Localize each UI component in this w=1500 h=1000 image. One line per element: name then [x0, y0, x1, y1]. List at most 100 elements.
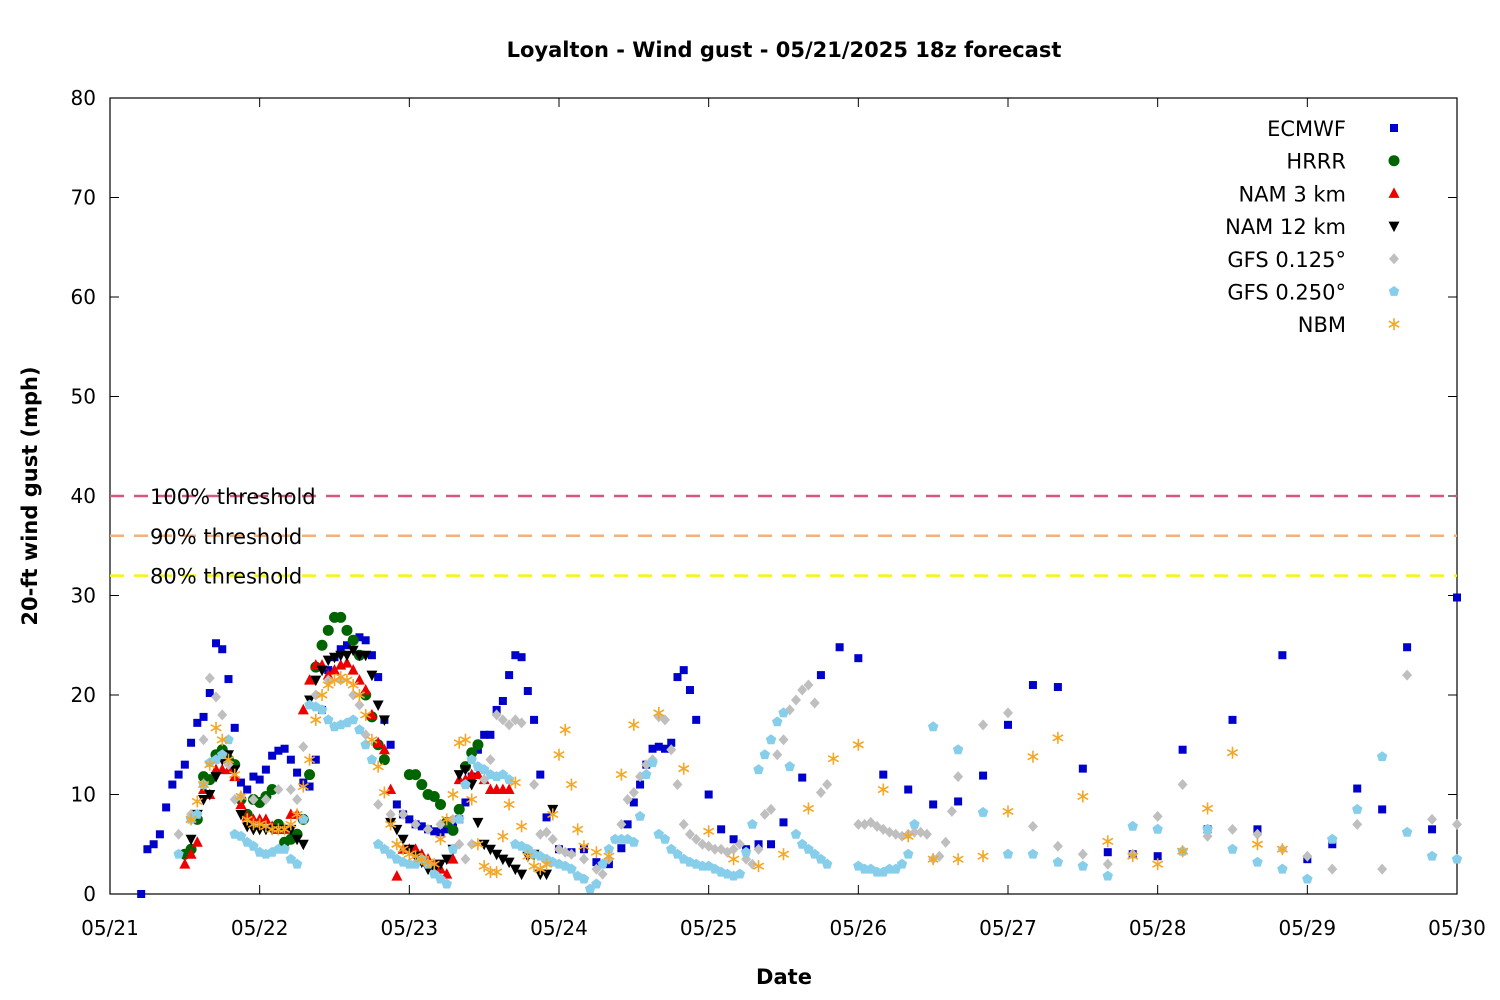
point-hrrr [316, 639, 328, 651]
point-nbm [403, 848, 415, 861]
point-gfs-0-125 [1252, 828, 1263, 840]
point-gfs-0-250 [385, 848, 396, 859]
point-gfs-0-250 [784, 761, 795, 772]
point-gfs-0-250 [821, 858, 833, 869]
point-gfs-0-125 [1003, 707, 1013, 719]
point-gfs-0-250 [348, 714, 359, 725]
point-nam-12-km [453, 770, 465, 781]
point-gfs-0-250 [647, 757, 658, 768]
y-tick-label: 30 [71, 584, 96, 608]
point-nam-3-km [235, 798, 247, 809]
x-tick-label: 05/29 [1279, 916, 1337, 940]
x-axis-label: Date [756, 965, 812, 989]
point-ecmwf [187, 738, 196, 747]
point-hrrr [335, 611, 347, 623]
point-gfs-0-125 [1027, 820, 1038, 832]
point-nam-3-km [447, 853, 459, 864]
point-gfs-0-125 [491, 709, 502, 721]
point-nbm [952, 853, 964, 866]
point-gfs-0-125 [354, 699, 365, 711]
point-gfs-0-250 [1376, 751, 1388, 762]
point-gfs-0-125 [616, 818, 627, 830]
point-nam-12-km [241, 821, 253, 833]
point-gfs-0-250 [460, 779, 471, 789]
point-gfs-0-125 [666, 744, 677, 756]
point-gfs-0-125 [566, 848, 577, 860]
point-nbm [1002, 805, 1014, 818]
point-gfs-0-250 [478, 764, 490, 775]
point-nbm [703, 825, 715, 838]
point-gfs-0-250 [734, 868, 746, 879]
point-nam-12-km [366, 670, 378, 682]
y-tick-label: 20 [71, 683, 96, 707]
point-gfs-0-125 [1152, 810, 1163, 822]
point-ecmwf [685, 686, 694, 695]
point-nbm [422, 856, 434, 869]
point-ecmwf [517, 653, 526, 662]
point-ecmwf [1053, 683, 1062, 692]
point-ecmwf [137, 890, 146, 898]
legend-label-nam-12-km: NAM 12 km [1225, 215, 1346, 239]
point-ecmwf [629, 798, 638, 807]
point-gfs-0-125 [578, 853, 589, 865]
point-ecmwf [1353, 784, 1362, 793]
point-nam-12-km [391, 824, 403, 836]
point-nbm [191, 795, 203, 808]
point-ecmwf [1378, 805, 1387, 814]
x-axis-ticks: 05/21 05/22 05/23 05/24 05/25 05/26 05/27 05/28… [81, 98, 1486, 940]
y-tick-label: 70 [71, 186, 96, 210]
point-ecmwf [199, 712, 208, 721]
point-gfs-0-250 [815, 853, 827, 864]
point-gfs-0-125 [292, 793, 303, 805]
point-nbm [678, 762, 690, 775]
point-ecmwf [929, 800, 938, 809]
point-gfs-0-125 [1427, 813, 1438, 825]
point-gfs-0-125 [660, 714, 671, 726]
point-ecmwf [255, 775, 264, 784]
point-gfs-0-125 [248, 793, 259, 805]
point-gfs-0-125 [410, 818, 421, 830]
point-nam-12-km [372, 700, 384, 711]
y-axis-ticks: 0 10 20 30 40 50 60 70 80 [71, 86, 1457, 906]
point-gfs-0-250 [641, 769, 652, 779]
point-gfs-0-250 [772, 716, 783, 727]
point-nbm [1276, 843, 1288, 856]
point-ecmwf [436, 828, 445, 837]
point-nbm [397, 843, 409, 856]
point-nbm [216, 733, 228, 746]
point-nbm [572, 823, 584, 836]
point-gfs-0-125 [909, 826, 920, 838]
point-ecmwf [392, 800, 401, 809]
point-nbm [509, 776, 521, 789]
point-gfs-0-125 [1377, 863, 1388, 875]
point-nbm [229, 768, 241, 781]
point-ecmwf [654, 742, 663, 751]
point-gfs-0-250 [1352, 803, 1363, 814]
point-nbm [391, 838, 403, 851]
point-nam-12-km [322, 655, 334, 667]
threshold-lines: 100% threshold 90% threshold 80% threshold [110, 485, 1457, 589]
point-gfs-0-125 [684, 828, 695, 840]
point-nam-12-km [204, 790, 216, 801]
point-ecmwf [174, 770, 183, 779]
point-nbm [1052, 731, 1064, 744]
y-tick-label: 50 [71, 385, 96, 409]
series-nbm [185, 671, 1288, 879]
legend-marker-nbm [1388, 318, 1400, 331]
point-nbm [802, 802, 815, 815]
point-gfs-0-250 [379, 843, 390, 854]
point-gfs-0-250 [809, 848, 820, 859]
x-tick-label: 05/28 [1129, 916, 1187, 940]
point-gfs-0-250 [603, 843, 615, 854]
point-gfs-0-250 [447, 843, 459, 854]
point-nbm [1251, 838, 1264, 851]
point-gfs-0-125 [260, 793, 271, 805]
point-nam-3-km [378, 743, 390, 755]
point-ecmwf [1178, 745, 1187, 754]
point-nbm [553, 748, 565, 761]
point-gfs-0-125 [385, 808, 396, 820]
point-hrrr [266, 784, 278, 796]
point-gfs-0-250 [659, 833, 671, 844]
x-tick-label: 05/26 [830, 916, 888, 940]
point-gfs-0-125 [778, 734, 789, 746]
